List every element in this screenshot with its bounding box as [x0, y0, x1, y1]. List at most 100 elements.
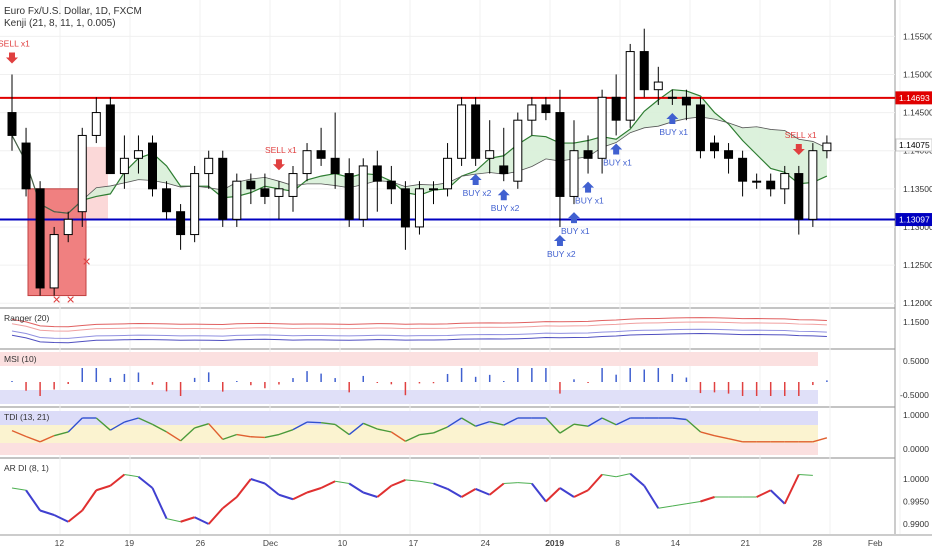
candle — [499, 127, 509, 182]
tdi-line — [601, 417, 617, 426]
tdi-line — [208, 423, 224, 440]
ardi-line — [700, 496, 715, 503]
candle-body — [569, 150, 579, 197]
x-tick-label: 8 — [615, 538, 620, 548]
buy-signal-label: BUY x1 — [575, 196, 604, 206]
candle-body — [148, 142, 157, 190]
ardi-line — [672, 503, 687, 507]
tdi-tick: 0.0000 — [903, 444, 929, 454]
ardi-line — [207, 507, 224, 525]
tdi-line — [714, 434, 729, 440]
sell-arrow — [792, 143, 805, 155]
tdi-line — [503, 417, 519, 426]
ardi-line — [573, 489, 589, 498]
tdi-line — [236, 433, 251, 438]
ranger-line — [11, 317, 827, 328]
candle-body — [274, 188, 284, 197]
candle-body — [541, 104, 551, 114]
candle — [752, 173, 762, 189]
tdi-line — [194, 423, 209, 429]
candle — [21, 127, 31, 197]
ardi-line — [320, 480, 336, 489]
tdi-line — [334, 423, 350, 436]
ardi-line — [151, 487, 168, 520]
candle — [485, 120, 495, 174]
tdi-band-mid — [0, 425, 818, 443]
candle-body — [499, 165, 509, 175]
buy-signal-label: BUY x2 — [547, 249, 576, 259]
candle — [822, 135, 832, 159]
candle — [91, 97, 101, 144]
tdi-band-top — [0, 411, 818, 425]
candle — [400, 181, 410, 250]
buy-arrow — [610, 143, 623, 155]
candle — [569, 120, 579, 205]
candle — [204, 150, 214, 189]
y-tick-label: 1.15500 — [903, 31, 932, 41]
buy-arrow — [469, 173, 482, 185]
tdi-line — [728, 438, 743, 443]
candle — [358, 158, 368, 227]
candle-body — [204, 157, 214, 175]
ranger-line — [11, 328, 827, 339]
price-label: 1.14693 — [899, 93, 930, 103]
tdi-line — [166, 431, 181, 442]
x-tick-label: 12 — [55, 538, 65, 548]
x-tick-label: Feb — [868, 538, 883, 548]
candle — [471, 97, 481, 166]
ardi-line — [629, 472, 645, 487]
candle-body — [316, 150, 326, 159]
x-tick-label: 14 — [671, 538, 681, 548]
tdi-line — [377, 428, 392, 433]
ardi-line — [587, 473, 603, 491]
candle-body — [190, 173, 200, 236]
ardi-line — [559, 487, 575, 498]
candle-body — [710, 142, 719, 152]
tdi-line — [292, 421, 308, 431]
tdi-title: TDI (13, 21) — [4, 412, 50, 422]
tdi-line — [405, 434, 420, 442]
candle-body — [653, 81, 663, 91]
candle — [555, 89, 565, 227]
tdi-line — [11, 429, 27, 438]
ardi-line — [137, 475, 154, 489]
buy-signal-label: BUY x2 — [491, 203, 520, 213]
x-marker: ✕ — [66, 294, 75, 306]
ranger-line — [11, 333, 827, 344]
ardi-line — [756, 489, 772, 498]
candle — [105, 97, 115, 175]
candle — [724, 143, 734, 174]
ardi-line — [489, 482, 505, 496]
candle-body — [176, 211, 186, 236]
candle-body — [485, 150, 495, 159]
x-tick-label: 19 — [125, 538, 135, 548]
candle — [667, 89, 677, 105]
ardi-line — [39, 509, 55, 516]
candle — [738, 150, 748, 197]
tdi-line — [222, 433, 238, 441]
candle — [808, 143, 818, 227]
ardi-line — [503, 482, 518, 484]
candle-body — [288, 173, 298, 197]
candle-body — [752, 180, 762, 183]
candle — [288, 165, 298, 212]
tdi-line — [489, 420, 504, 426]
tdi-line — [672, 417, 687, 421]
candle — [190, 165, 200, 243]
candle — [541, 97, 551, 121]
tdi-line — [138, 417, 153, 426]
ardi-title: AR DI (8, 1) — [4, 463, 49, 473]
ardi-line — [180, 516, 195, 523]
buy-arrow — [568, 212, 580, 224]
candle-body — [429, 188, 438, 191]
sell-signal-label: SELL x1 — [265, 145, 297, 155]
buy-arrow — [553, 234, 566, 246]
tdi-line — [152, 423, 167, 433]
buy-arrow — [497, 189, 510, 201]
ardi-line — [405, 479, 420, 482]
msi-band-top — [0, 352, 818, 366]
buy-arrow — [666, 112, 679, 124]
ardi-line — [348, 482, 364, 494]
ardi-line — [447, 488, 463, 498]
ardi-line — [95, 484, 111, 492]
